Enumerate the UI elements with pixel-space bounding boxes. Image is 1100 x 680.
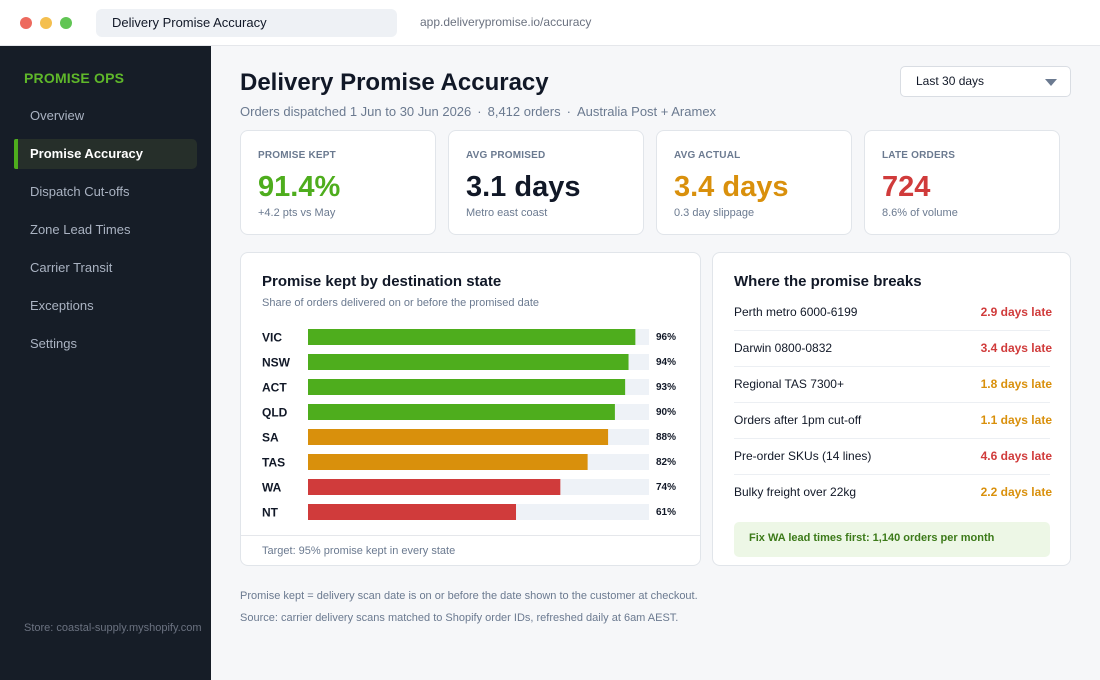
break-label: Darwin 0800-0832 (734, 341, 833, 355)
promise-by-state-panel: Promise kept by destination state Share … (240, 252, 701, 566)
sidebar-item-promise-accuracy[interactable]: Promise Accuracy (14, 139, 197, 169)
kpi-card-late-orders: LATE ORDERS 724 8.6% of volume (864, 130, 1060, 235)
kpi-label: LATE ORDERS (882, 150, 956, 161)
break-label: Bulky freight over 22kg (734, 485, 857, 499)
sidebar-item-zone-lead-times[interactable]: Zone Lead Times (30, 222, 131, 237)
value-label-nt: 61% (656, 507, 676, 518)
chart-title: Promise kept by destination state (262, 273, 502, 290)
value-label-sa: 88% (656, 432, 676, 443)
break-value: 2.2 days late (980, 485, 1052, 499)
category-label-tas: TAS (262, 456, 285, 470)
category-label-qld: QLD (262, 406, 288, 420)
bar-act[interactable] (308, 379, 626, 395)
kpi-card-avg-promised: AVG PROMISED 3.1 days Metro east coast (448, 130, 644, 235)
value-label-wa: 74% (656, 482, 676, 493)
value-label-tas: 82% (656, 457, 676, 468)
subtitle-separator: · (566, 104, 571, 119)
category-label-nt: NT (262, 506, 279, 520)
kpi-note: 0.3 day slippage (674, 207, 755, 219)
value-label-act: 93% (656, 382, 676, 393)
break-value: 1.8 days late (980, 377, 1052, 391)
break-value: 3.4 days late (980, 341, 1052, 355)
break-row[interactable]: Orders after 1pm cut-off 1.1 days late (734, 403, 1052, 439)
subtitle-order-count: 8,412 orders (487, 104, 561, 119)
break-value: 2.9 days late (980, 305, 1052, 319)
category-label-sa: SA (262, 431, 279, 445)
kpi-value: 3.1 days (466, 171, 581, 203)
date-range-select[interactable]: Last 30 days (900, 66, 1071, 97)
sidebar-item-overview[interactable]: Overview (30, 108, 85, 123)
bar-qld[interactable] (308, 404, 615, 420)
kpi-card-avg-actual: AVG ACTUAL 3.4 days 0.3 day slippage (656, 130, 852, 235)
state-bar-chart: VIC 96% NSW 94% ACT 93% QLD 90% SA 88% TAS 82% WA 74%… (262, 329, 676, 520)
value-label-qld: 90% (656, 407, 676, 418)
sidebar-item-dispatch-cutoffs[interactable]: Dispatch Cut-offs (30, 184, 130, 199)
brand-logo: PROMISE OPS (24, 70, 125, 86)
break-row[interactable]: Bulky freight over 22kg 2.2 days late (734, 475, 1052, 511)
sidebar-item-settings[interactable]: Settings (30, 336, 77, 351)
bar-wa[interactable] (308, 479, 561, 495)
break-row[interactable]: Perth metro 6000-6199 2.9 days late (734, 295, 1052, 331)
break-row[interactable]: Regional TAS 7300+ 1.8 days late (734, 367, 1052, 403)
sidebar: PROMISE OPS Overview Promise Accuracy Di… (0, 46, 211, 680)
kpi-note: +4.2 pts vs May (258, 207, 336, 219)
kpi-value: 91.4% (258, 171, 341, 203)
subtitle-carriers: Australia Post + Aramex (576, 104, 717, 119)
chart-target-note: Target: 95% promise kept in every state (262, 545, 456, 557)
break-value: 4.6 days late (980, 449, 1052, 463)
window-maximize-button[interactable] (60, 17, 72, 29)
category-label-act: ACT (262, 381, 287, 395)
category-label-vic: VIC (262, 331, 282, 345)
address-bar[interactable]: app.deliverypromise.io/accuracy (420, 15, 592, 29)
callout-text: Fix WA lead times first: 1,140 orders pe… (749, 532, 995, 544)
kpi-note: 8.6% of volume (882, 207, 958, 219)
value-label-nsw: 94% (656, 357, 676, 368)
bar-vic[interactable] (308, 329, 636, 345)
break-label: Orders after 1pm cut-off (734, 413, 862, 427)
break-label: Perth metro 6000-6199 (734, 305, 858, 319)
break-value: 1.1 days late (980, 413, 1052, 427)
browser-chrome: Delivery Promise Accuracy app.deliverypr… (0, 0, 1100, 46)
window-close-button[interactable] (20, 17, 32, 29)
recommendation-callout: Fix WA lead times first: 1,140 orders pe… (734, 522, 1050, 557)
kpi-value: 3.4 days (674, 171, 789, 203)
bar-nsw[interactable] (308, 354, 629, 370)
kpi-label: AVG ACTUAL (674, 150, 741, 161)
definition-footnote: Promise kept = delivery scan date is on … (240, 590, 698, 602)
chevron-down-icon (1045, 79, 1057, 86)
break-row[interactable]: Pre-order SKUs (14 lines) 4.6 days late (734, 439, 1052, 475)
kpi-label: PROMISE KEPT (258, 150, 336, 161)
window-minimize-button[interactable] (40, 17, 52, 29)
kpi-value: 724 (882, 171, 931, 203)
kpi-note: Metro east coast (466, 207, 548, 219)
break-label: Pre-order SKUs (14 lines) (734, 449, 872, 463)
page-title: Delivery Promise Accuracy (240, 69, 549, 96)
kpi-label: AVG PROMISED (466, 150, 546, 161)
break-label: Regional TAS 7300+ (734, 377, 844, 391)
break-row[interactable]: Darwin 0800-0832 3.4 days late (734, 331, 1052, 367)
sidebar-item-carrier-transit[interactable]: Carrier Transit (30, 260, 113, 275)
category-label-nsw: NSW (262, 356, 291, 370)
sidebar-item-exceptions[interactable]: Exceptions (30, 298, 94, 313)
value-label-vic: 96% (656, 332, 676, 343)
kpi-card-promise-kept: PROMISE KEPT 91.4% +4.2 pts vs May (240, 130, 436, 235)
promise-breaks-panel: Where the promise breaks Perth metro 600… (712, 252, 1071, 566)
page-subtitle: Orders dispatched 1 Jun to 30 Jun 2026 · 8… (240, 104, 716, 119)
bar-sa[interactable] (308, 429, 609, 445)
subtitle-separator: · (477, 104, 482, 119)
bar-tas[interactable] (308, 454, 588, 470)
source-footnote: Source: carrier delivery scans matched t… (240, 612, 679, 624)
date-range-value: Last 30 days (916, 74, 985, 88)
chart-subtitle: Share of orders delivered on or before t… (262, 297, 539, 309)
breaks-title: Where the promise breaks (734, 273, 922, 290)
subtitle-date-range: Orders dispatched 1 Jun to 30 Jun 2026 (240, 104, 472, 119)
category-label-wa: WA (262, 481, 282, 495)
chart-footer: Target: 95% promise kept in every state (241, 535, 700, 565)
bar-nt[interactable] (308, 504, 517, 520)
browser-tab[interactable]: Delivery Promise Accuracy (96, 9, 397, 37)
store-label: Store: coastal-supply.myshopify.com (24, 622, 202, 634)
